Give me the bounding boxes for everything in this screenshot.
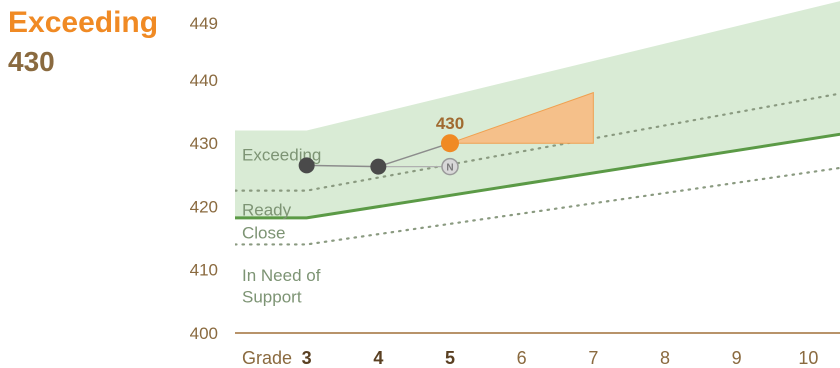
line-close-threshold (235, 132, 840, 220)
band-exceeding-ready (235, 1, 840, 218)
norm-marker-label: N (446, 163, 453, 174)
band-label-need-line1: In Need of (242, 266, 321, 285)
x-tick-3: 3 (302, 348, 312, 368)
x-tick-9: 9 (732, 348, 742, 368)
x-tick-5: 5 (445, 348, 455, 368)
score-point-grade-4 (370, 158, 387, 175)
x-tick-6: 6 (517, 348, 527, 368)
line-in-need-threshold (235, 166, 840, 246)
projection-cone (449, 91, 594, 144)
score-point-grade-5 (441, 134, 459, 153)
y-tick-410: 410 (190, 261, 218, 280)
y-tick-400: 400 (190, 324, 218, 343)
y-tick-420: 420 (190, 197, 218, 216)
x-tick-8: 8 (660, 348, 670, 368)
norm-marker (441, 157, 459, 176)
line-ready-threshold (235, 92, 840, 192)
band-label-need-line2: Support (242, 288, 302, 307)
x-tick-4: 4 (373, 348, 383, 368)
band-label-close: Close (242, 224, 285, 243)
x-tick-10: 10 (798, 348, 818, 368)
y-tick-440: 440 (190, 71, 218, 90)
band-label-ready: Ready (242, 200, 292, 219)
x-axis-label: Grade (242, 348, 292, 368)
level-score: 430 (8, 46, 55, 77)
y-tick-449: 449 (190, 14, 218, 33)
y-tick-430: 430 (190, 134, 218, 153)
current-score-label: 430 (436, 114, 464, 133)
level-title: Exceeding (8, 6, 159, 39)
x-tick-7: 7 (588, 348, 598, 368)
score-point-grade-3 (298, 157, 315, 174)
